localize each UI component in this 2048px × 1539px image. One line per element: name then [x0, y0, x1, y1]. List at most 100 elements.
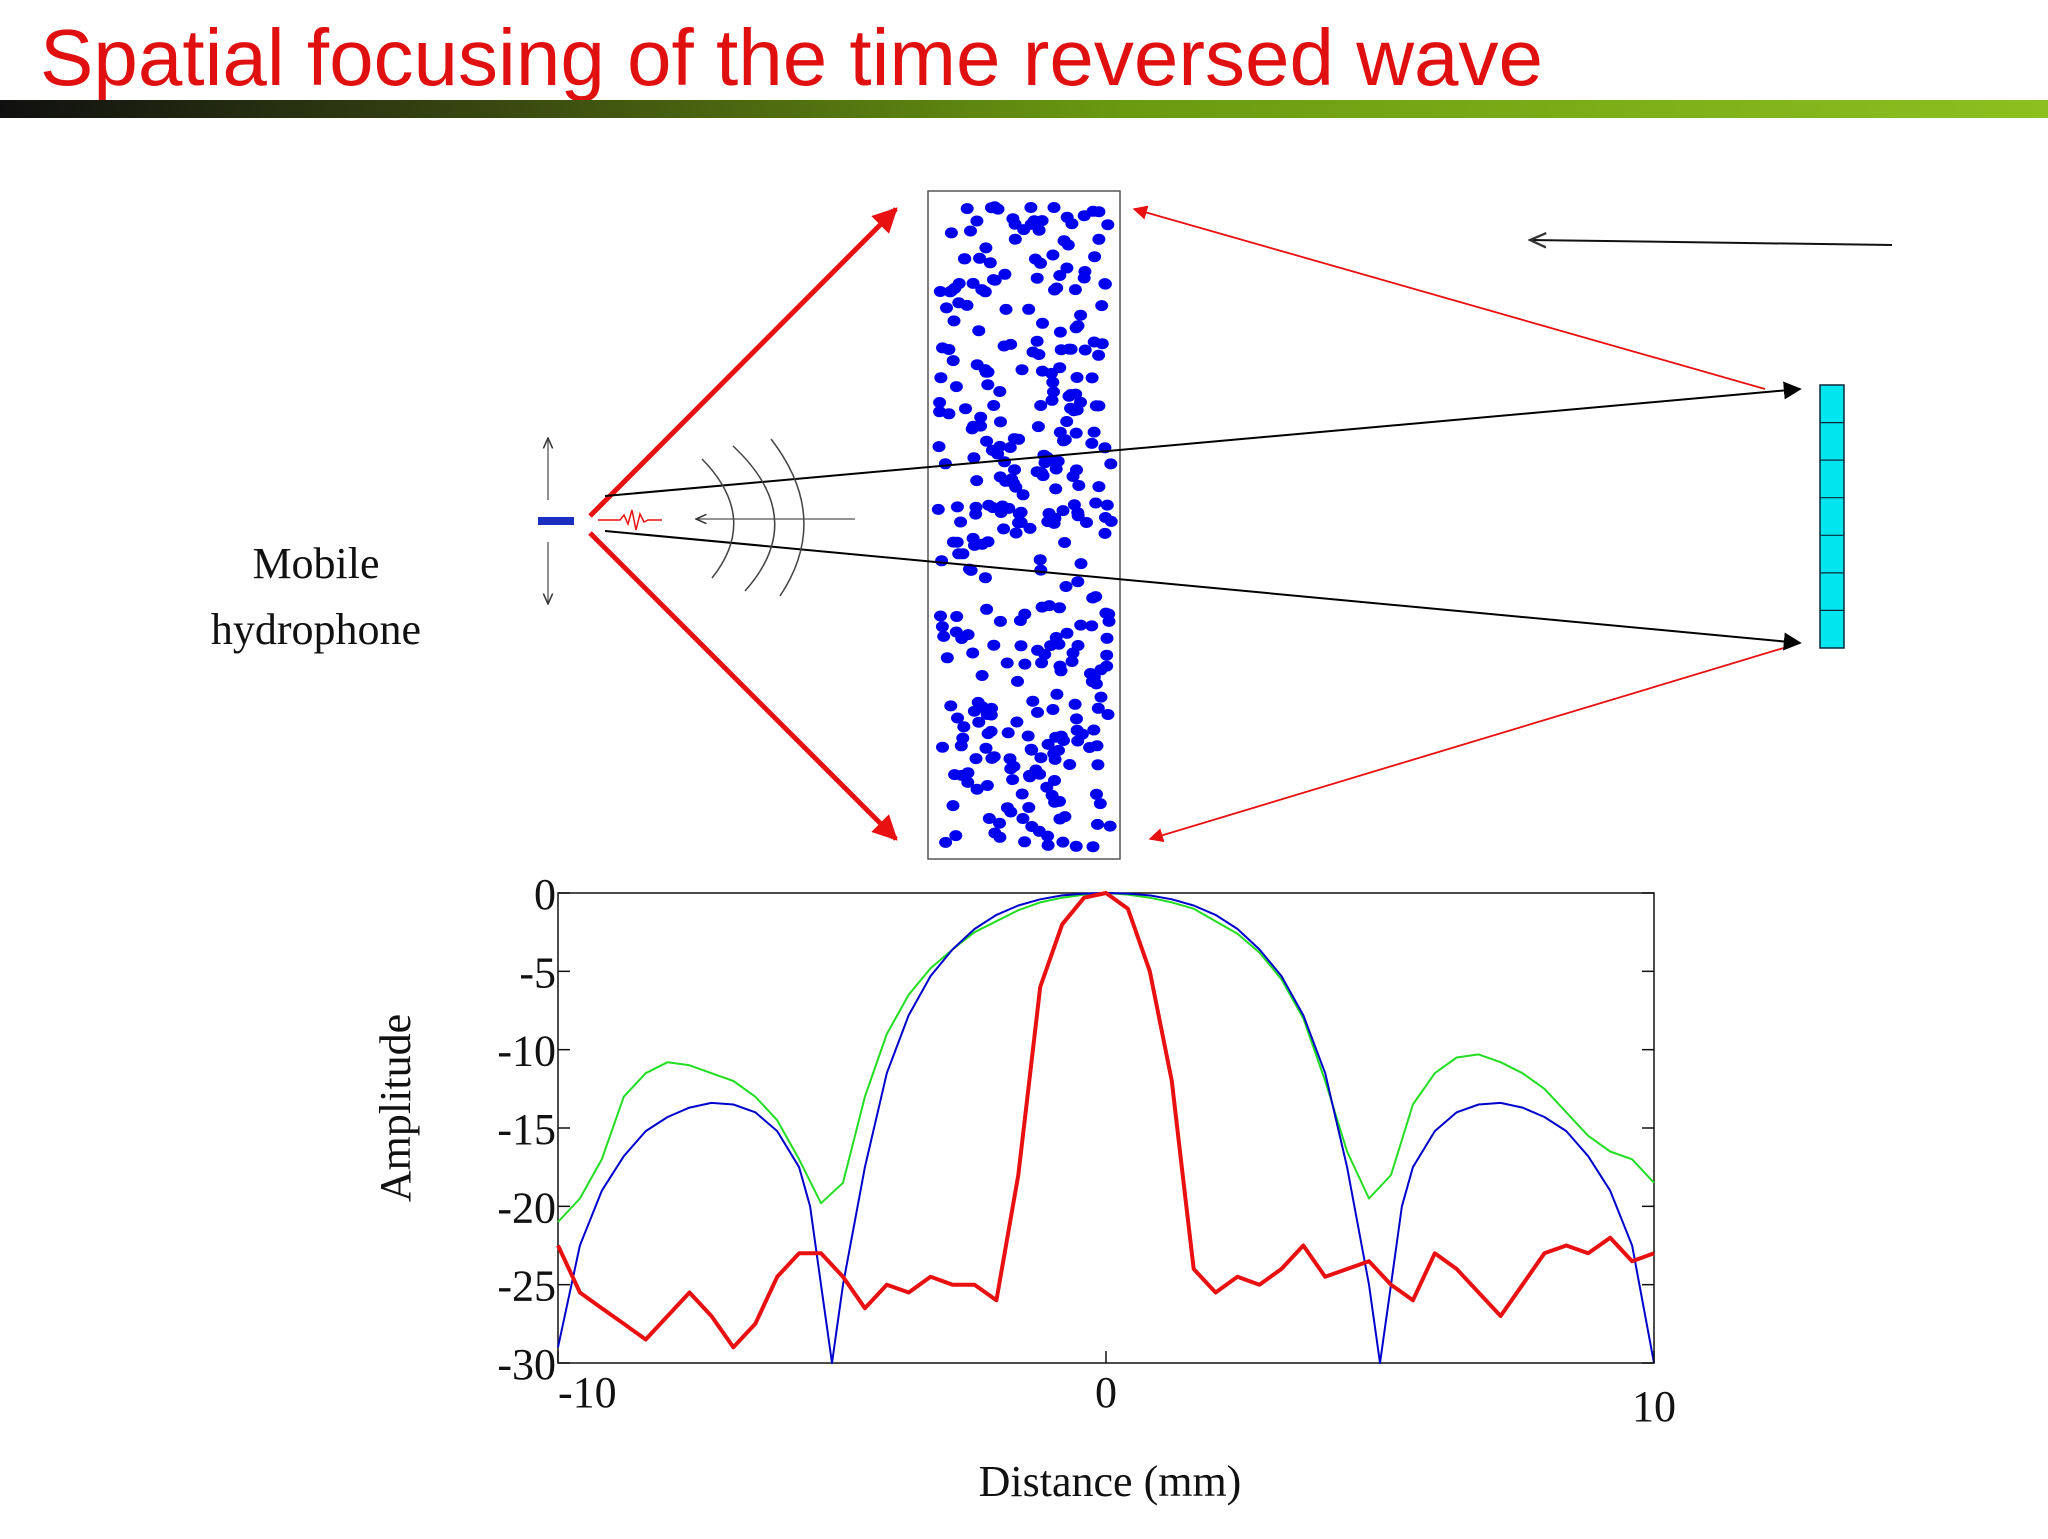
- scatterer-dot: [955, 633, 969, 644]
- scatterer-dot: [1041, 738, 1055, 750]
- scatterer-dot: [981, 728, 995, 740]
- y-tick-label: -15: [497, 1105, 556, 1154]
- scatterer-dot: [960, 299, 974, 311]
- y-tick-label: -25: [497, 1262, 556, 1311]
- tick-layer: 0-5-10-15-20-25-30-10 0 10: [497, 870, 1676, 1431]
- scatterer-dot: [1026, 346, 1040, 358]
- scatterer-dot: [1053, 795, 1066, 807]
- scatterer-dot: [1042, 508, 1056, 519]
- scatterer-dot: [978, 286, 992, 298]
- scatterer-dot: [933, 286, 947, 297]
- y-tick-label: -10: [497, 1027, 556, 1076]
- scatterer-dot: [1067, 405, 1081, 417]
- scatterer-dot: [951, 712, 964, 724]
- scatterer-dot: [1085, 620, 1099, 632]
- scatterer-dot: [1067, 499, 1081, 511]
- scatterer-dot: [1061, 239, 1075, 251]
- red-thin-arrow-upper: [1132, 205, 1766, 390]
- scatterer-dot: [1074, 619, 1088, 631]
- scatterer-dot: [1101, 709, 1115, 720]
- scatterer-dot: [942, 408, 956, 420]
- scatterer-dot: [940, 652, 954, 664]
- scatterer-dot: [979, 742, 993, 754]
- scatterer-dot: [1030, 335, 1044, 347]
- scatterer-dot: [967, 420, 980, 432]
- scatterer-dot: [1023, 522, 1037, 534]
- scatterer-dot: [1046, 249, 1060, 261]
- scatterer-dot: [1022, 303, 1036, 315]
- scatterer-dot: [966, 647, 980, 659]
- scatterer-dot: [1052, 744, 1065, 756]
- scatterer-dot: [980, 780, 994, 791]
- scatterer-dot: [935, 555, 949, 567]
- scatterer-dot: [950, 501, 964, 513]
- scatterer-dot: [972, 325, 986, 337]
- scatterer-dot: [981, 379, 995, 391]
- scatterer-dot: [987, 751, 1001, 763]
- red-thin-arrow-lower: [1148, 642, 1801, 843]
- scatterer-dot: [991, 448, 1005, 460]
- scatterer-dot: [1018, 836, 1032, 848]
- scatterer-dot: [1009, 481, 1023, 493]
- scatterer-dot: [1098, 278, 1112, 290]
- scatterer-dot: [1094, 691, 1108, 703]
- scatterer-dot: [1046, 704, 1060, 715]
- scatterer-dot: [973, 252, 987, 264]
- scatterer-dot: [1069, 388, 1083, 400]
- scatterer-dot: [1032, 224, 1046, 236]
- scatterer-dot: [1033, 554, 1047, 566]
- scatterer-dot: [975, 701, 989, 713]
- scatterer-dot: [1100, 660, 1114, 672]
- scatterer-dot: [1015, 364, 1029, 376]
- scatterer-dot: [1065, 656, 1079, 667]
- scatterer-dot: [1030, 272, 1044, 284]
- scatterer-dot: [1034, 752, 1048, 764]
- scatterer-dot: [1053, 426, 1067, 438]
- scatterer-dot: [934, 372, 948, 384]
- direction-arrow-icon: [1530, 240, 1893, 245]
- scatterer-dot: [946, 800, 960, 812]
- scatterer-dot: [931, 503, 945, 515]
- scatterer-dot: [1016, 489, 1030, 501]
- scatterer-dot: [950, 611, 964, 622]
- scatterer-dot: [1045, 394, 1059, 406]
- slide-title: Spatial focusing of the time reversed wa…: [40, 13, 1544, 102]
- scatterer-dot: [988, 274, 1002, 286]
- scatterer-dot: [1091, 702, 1105, 714]
- scatterer-dot: [1060, 627, 1074, 639]
- scatterer-dot: [1024, 202, 1038, 213]
- x-axis-label: Distance (mm): [979, 1457, 1242, 1506]
- scatterer-dot: [935, 621, 949, 633]
- scatterer-dot: [1092, 349, 1106, 361]
- series-line-2: [556, 891, 1655, 1350]
- scatterer-dot: [1050, 688, 1064, 700]
- scatterer-dot: [1077, 272, 1091, 284]
- scatterer-dot: [1042, 600, 1056, 612]
- scatterer-dot: [1033, 768, 1047, 780]
- hydrophone-marker-icon: [538, 438, 574, 604]
- scatterer-dot: [1068, 698, 1082, 710]
- scatterer-dot: [988, 827, 1002, 839]
- scatterer-dot: [1036, 317, 1049, 329]
- scatterer-dot: [1010, 716, 1024, 728]
- scatterer-dot: [979, 242, 993, 254]
- scatterer-dot: [1057, 435, 1070, 447]
- scatterer-dot: [1049, 483, 1063, 495]
- scatterer-dot: [1086, 841, 1100, 853]
- scatterer-dot: [987, 400, 1001, 411]
- scatterer-dot: [1003, 442, 1017, 453]
- scatterer-dot: [1035, 365, 1049, 377]
- scatterer-dot: [954, 516, 968, 528]
- x-tick-label: 0: [1095, 1368, 1117, 1417]
- scatterer-dot: [1053, 326, 1067, 338]
- scatterer-dot: [949, 381, 963, 393]
- scatterer-dot: [1012, 508, 1026, 520]
- scatterer-dot: [1086, 205, 1100, 217]
- scatterer-dot: [1089, 497, 1103, 509]
- scatterer-dot: [933, 397, 947, 408]
- scatterer-dot: [936, 741, 949, 753]
- scatterer-dot: [1047, 386, 1060, 398]
- scatterer-dot: [1048, 284, 1061, 296]
- scatterer-dot: [1056, 836, 1070, 848]
- scatterer-dot: [960, 203, 974, 215]
